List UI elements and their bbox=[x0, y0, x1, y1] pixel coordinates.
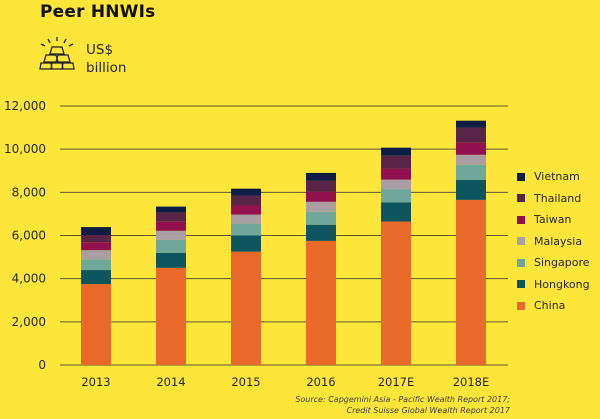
bar-segment-taiwan-2016 bbox=[306, 191, 336, 202]
x-tick-label: 2016 bbox=[306, 375, 335, 389]
bar-segment-singapore-2018e bbox=[456, 164, 486, 180]
legend-label: Taiwan bbox=[534, 213, 572, 227]
bar-segment-china-2017e bbox=[381, 221, 411, 365]
bar-segment-malaysia-2016 bbox=[306, 201, 336, 212]
legend-item-singapore: Singapore bbox=[517, 252, 590, 274]
bar-segment-singapore-2017e bbox=[381, 189, 411, 203]
bar-segment-hongkong-2013 bbox=[81, 270, 111, 285]
bar-segment-china-2014 bbox=[156, 267, 186, 365]
legend-item-thailand: Thailand bbox=[517, 188, 590, 210]
legend-item-taiwan: Taiwan bbox=[517, 209, 590, 231]
legend-label: China bbox=[534, 299, 566, 313]
bar-segment-china-2018e bbox=[456, 199, 486, 365]
legend-swatch bbox=[517, 301, 525, 310]
legend-swatch bbox=[517, 215, 525, 224]
bar-segment-singapore-2015 bbox=[231, 223, 261, 236]
bar-segment-singapore-2016 bbox=[306, 211, 336, 225]
gridlines bbox=[60, 105, 508, 366]
bar-segment-thailand-2018e bbox=[456, 127, 486, 143]
bar-segment-china-2016 bbox=[306, 240, 336, 365]
gold-bars-icon bbox=[39, 37, 75, 70]
x-tick-label: 2013 bbox=[81, 375, 110, 389]
bar-segment-taiwan-2015 bbox=[231, 205, 261, 215]
legend-swatch bbox=[517, 172, 525, 181]
y-tick-label: 10,000 bbox=[4, 142, 46, 156]
bar-segment-hongkong-2016 bbox=[306, 224, 336, 241]
bar-segment-taiwan-2013 bbox=[81, 242, 111, 251]
bar-segment-taiwan-2014 bbox=[156, 221, 186, 231]
legend-swatch bbox=[517, 237, 525, 246]
x-axis-ticks: 2013 2014 2015 2016 2017E 2018E bbox=[81, 375, 489, 389]
y-tick-label: 4,000 bbox=[12, 272, 46, 286]
bar-segment-hongkong-2015 bbox=[231, 235, 261, 252]
legend-item-hongkong: Hongkong bbox=[517, 274, 590, 296]
bar-segment-china-2015 bbox=[231, 251, 261, 365]
bar-segment-thailand-2016 bbox=[306, 180, 336, 192]
bar-segment-hongkong-2018e bbox=[456, 179, 486, 200]
bar-segment-vietnam-2016 bbox=[306, 172, 336, 181]
legend-swatch bbox=[517, 280, 525, 289]
legend-swatch bbox=[517, 194, 525, 203]
legend: Vietnam Thailand Taiwan Malaysia Singapore Ho… bbox=[517, 166, 590, 317]
bar-segment-malaysia-2018e bbox=[456, 154, 486, 165]
bars bbox=[81, 120, 486, 365]
bar-segment-hongkong-2014 bbox=[156, 252, 186, 268]
bar-segment-thailand-2017e bbox=[381, 155, 411, 169]
bar-segment-taiwan-2017e bbox=[381, 168, 411, 180]
y-axis-ticks: 0 2,000 4,000 6,000 8,000 10,000 12,000 bbox=[4, 99, 46, 372]
legend-item-china: China bbox=[517, 295, 590, 317]
bar-segment-vietnam-2014 bbox=[156, 206, 186, 213]
y-tick-label: 8,000 bbox=[12, 185, 46, 199]
legend-label: Thailand bbox=[534, 191, 582, 205]
y-tick-label: 6,000 bbox=[12, 229, 46, 243]
bar-segment-malaysia-2017e bbox=[381, 179, 411, 190]
x-tick-label: 2018E bbox=[453, 375, 490, 389]
legend-label: Hongkong bbox=[534, 277, 590, 291]
legend-label: Singapore bbox=[534, 256, 590, 270]
bar-segment-china-2013 bbox=[81, 284, 111, 365]
y-tick-label: 12,000 bbox=[4, 99, 46, 113]
bar-segment-singapore-2013 bbox=[81, 259, 111, 271]
chart-title: Peer HNWIs bbox=[40, 2, 156, 22]
y-tick-label: 2,000 bbox=[12, 315, 46, 329]
bar-segment-vietnam-2017e bbox=[381, 147, 411, 156]
source-line-1: Source: Capgemini Asia - Pacific Wealth … bbox=[295, 395, 510, 404]
bar-segment-vietnam-2015 bbox=[231, 188, 261, 196]
legend-item-malaysia: Malaysia bbox=[517, 231, 590, 253]
unit-label: US$ billion bbox=[86, 41, 126, 77]
legend-label: Vietnam bbox=[534, 170, 580, 184]
bar-segment-malaysia-2014 bbox=[156, 230, 186, 240]
bar-segment-malaysia-2015 bbox=[231, 214, 261, 224]
bar-segment-singapore-2014 bbox=[156, 239, 186, 253]
x-tick-label: 2014 bbox=[156, 375, 185, 389]
bar-segment-vietnam-2018e bbox=[456, 120, 486, 128]
bar-segment-malaysia-2013 bbox=[81, 250, 111, 260]
unit-currency: US$ bbox=[86, 42, 114, 58]
bar-segment-thailand-2014 bbox=[156, 212, 186, 222]
source-line-2: Credit Suisse Global Wealth Report 2017 bbox=[346, 406, 511, 415]
y-tick-label: 0 bbox=[38, 358, 46, 372]
unit-scale: billion bbox=[86, 60, 127, 76]
x-tick-label: 2017E bbox=[378, 375, 415, 389]
source-note: Source: Capgemini Asia - Pacific Wealth … bbox=[295, 394, 510, 416]
bar-segment-hongkong-2017e bbox=[381, 202, 411, 222]
legend-swatch bbox=[517, 258, 525, 267]
legend-label: Malaysia bbox=[534, 234, 583, 248]
bar-segment-thailand-2013 bbox=[81, 235, 111, 243]
bar-segment-thailand-2015 bbox=[231, 195, 261, 206]
x-tick-label: 2015 bbox=[231, 375, 260, 389]
legend-item-vietnam: Vietnam bbox=[517, 166, 590, 188]
bar-segment-vietnam-2013 bbox=[81, 227, 111, 236]
bar-segment-taiwan-2018e bbox=[456, 142, 486, 155]
